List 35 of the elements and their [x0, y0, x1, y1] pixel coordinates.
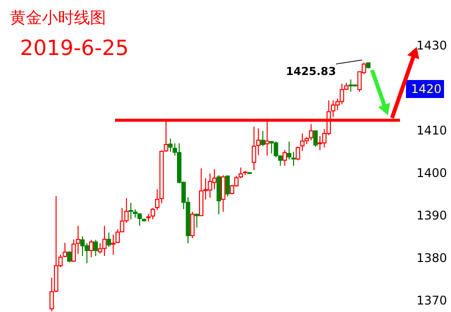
candlestick: [308, 124, 314, 141]
candlestick: [89, 239, 94, 258]
chart-subtitle: 2019-6-25: [20, 36, 129, 60]
candlestick: [128, 202, 134, 220]
candlestick: [318, 136, 322, 151]
candlestick: [282, 150, 287, 166]
candlestick: [260, 130, 265, 147]
candlestick: [220, 174, 226, 212]
y-tick-label: 1400: [416, 166, 448, 180]
candlestick: [269, 140, 274, 154]
candlestick: [300, 132, 305, 152]
candlestick: [194, 213, 200, 228]
candlestick: [80, 236, 85, 256]
candlestick: [208, 172, 212, 198]
chart-title: 黄金小时线图: [10, 8, 106, 27]
annotation: 1425.83: [286, 65, 336, 78]
candlestick: [291, 151, 296, 166]
y-tick-label: 1430: [416, 38, 448, 52]
candlestick: [296, 146, 300, 161]
y-tick-label: 1410: [416, 124, 448, 138]
candlestick: [252, 126, 256, 171]
text: 1420: [411, 82, 442, 96]
candlestick: [274, 141, 278, 158]
y-tick-label: 1370: [416, 294, 448, 308]
y-tick-label: 1390: [416, 208, 448, 223]
candlestick: [137, 212, 142, 226]
y-tick-label: 1380: [416, 251, 448, 266]
candlestick: [93, 239, 98, 256]
candlestick: [106, 232, 112, 248]
candlestick: [313, 130, 318, 148]
candlestick: [225, 175, 230, 197]
candlestick: [102, 225, 107, 256]
candlestick: [216, 174, 221, 215]
candlestick: [168, 138, 173, 152]
candlestick: [190, 211, 195, 239]
